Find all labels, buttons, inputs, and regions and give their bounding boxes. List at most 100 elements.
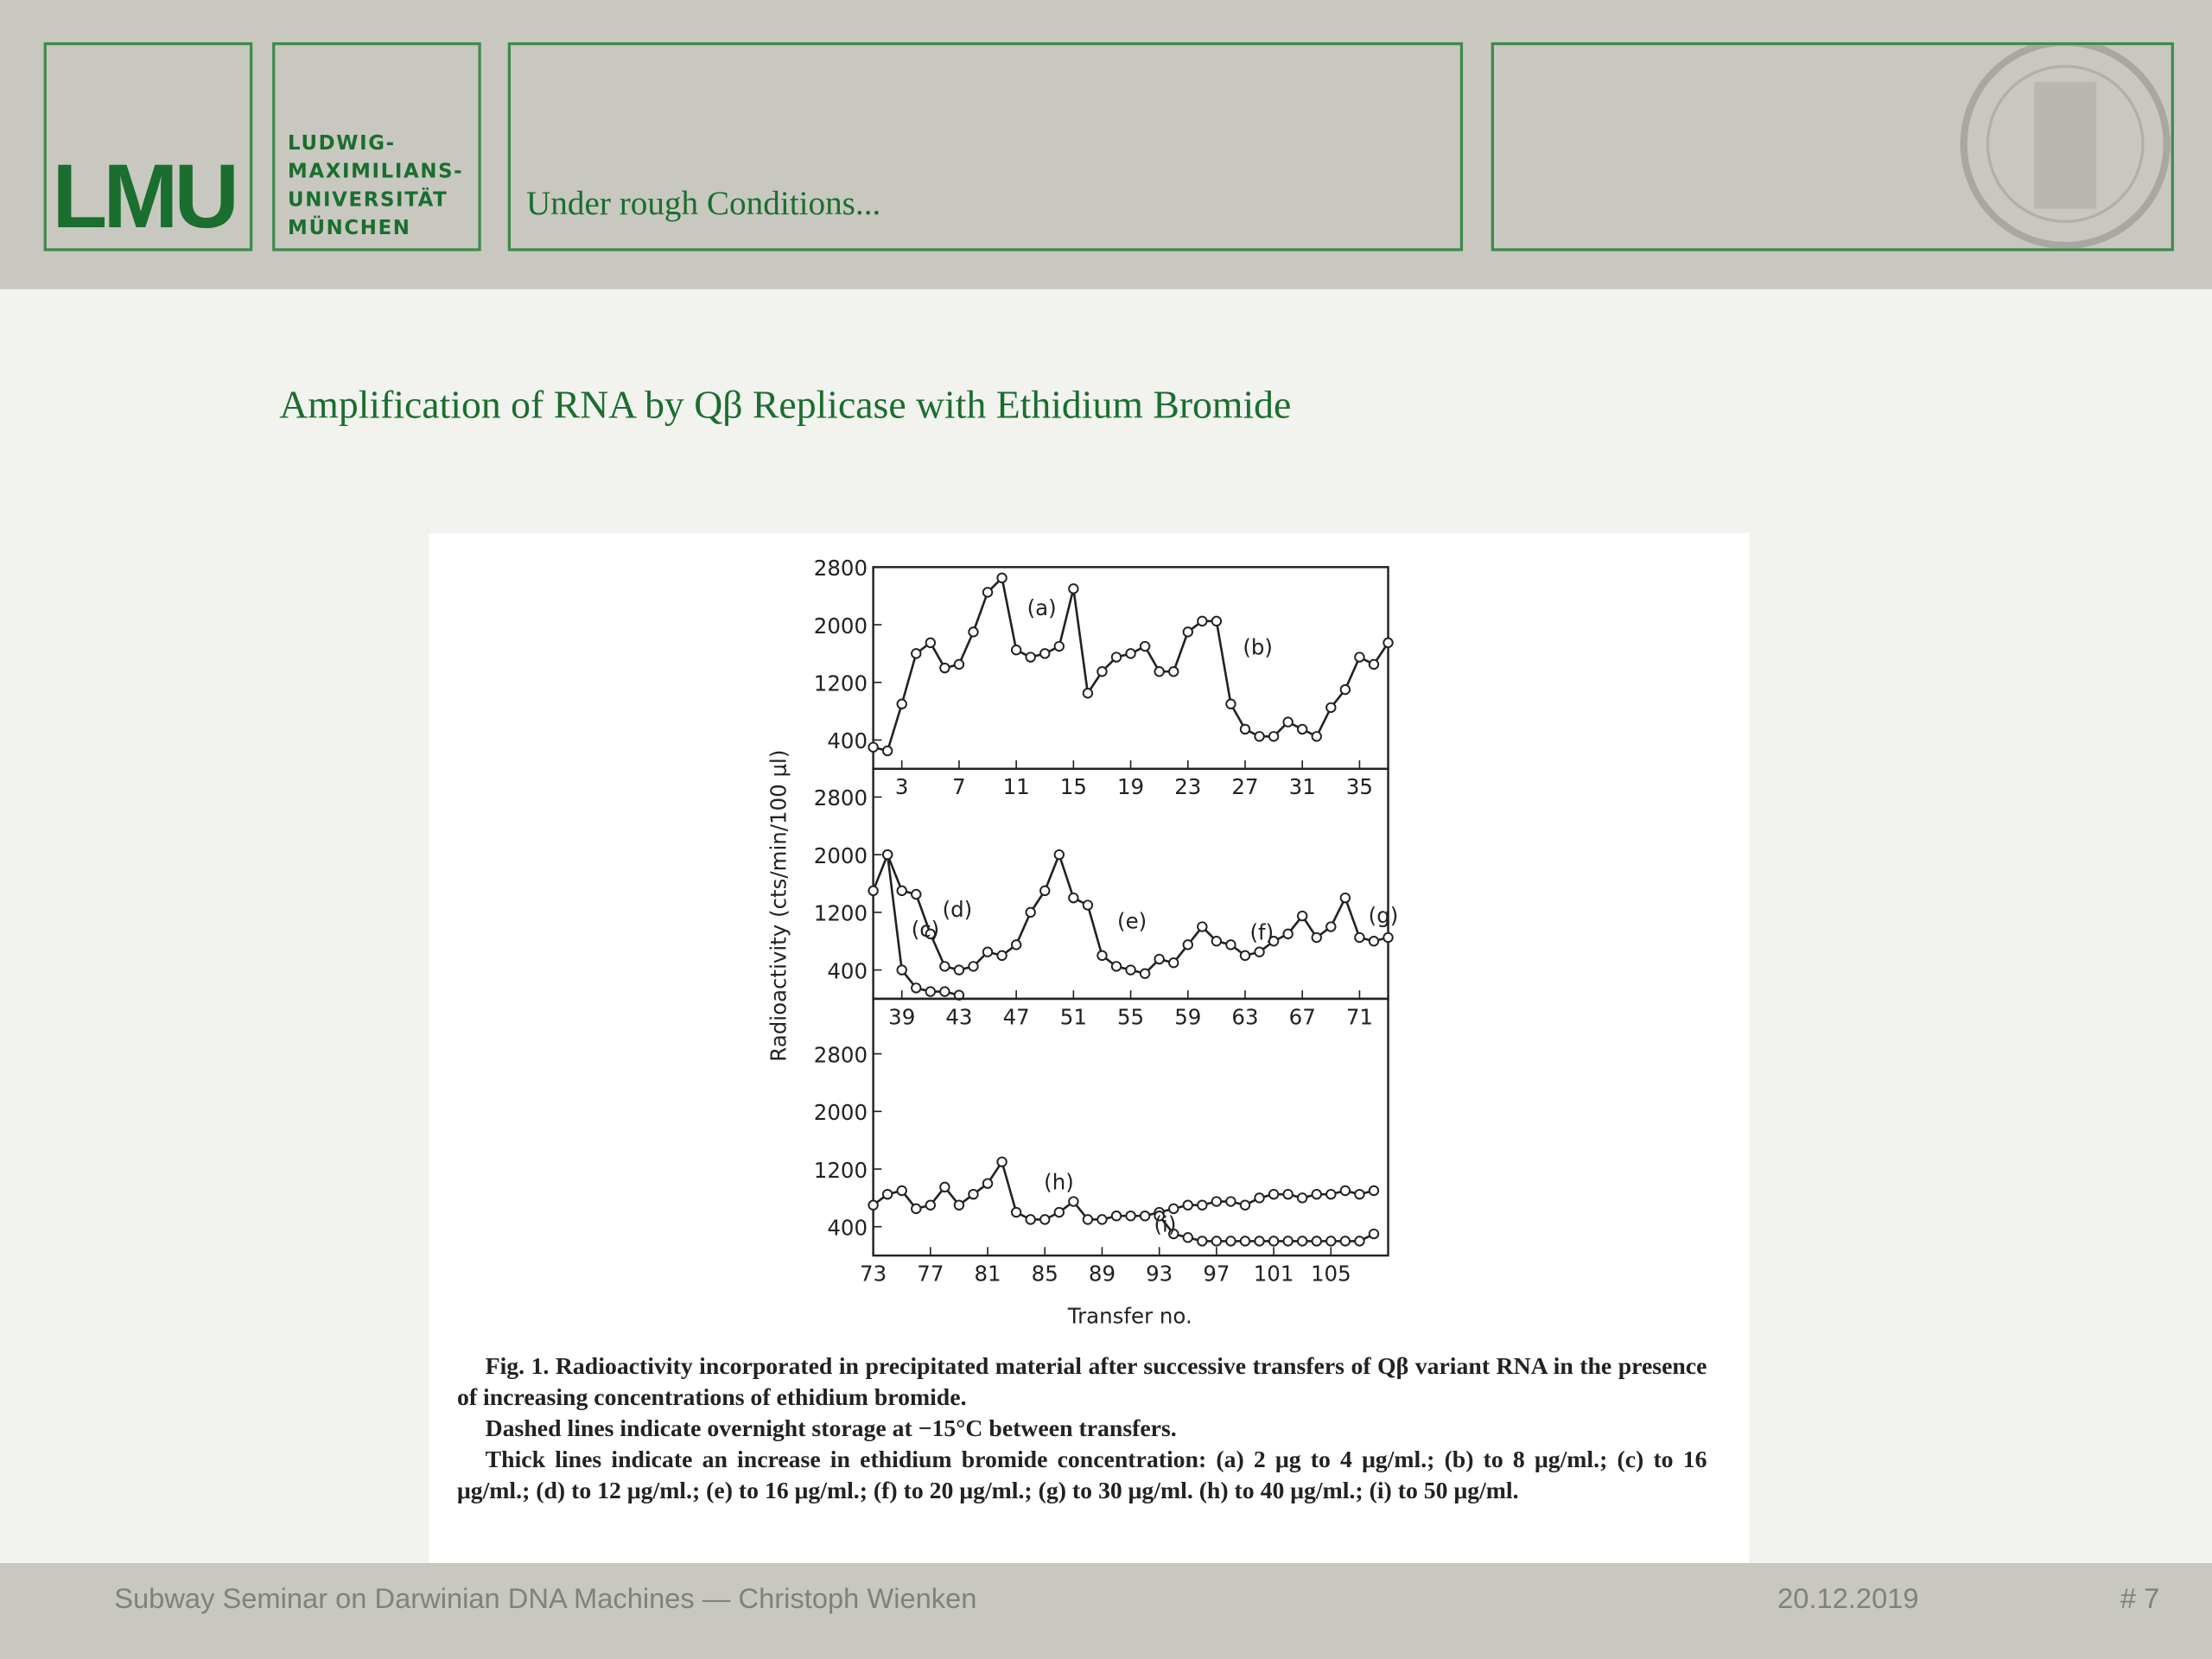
data-point	[1325, 921, 1337, 932]
data-point	[1182, 1232, 1193, 1243]
x-tick-label: 27	[1231, 774, 1258, 799]
data-point	[911, 648, 922, 659]
data-point	[996, 572, 1007, 584]
data-point	[1354, 931, 1365, 944]
x-tick-label: 81	[974, 1261, 1001, 1286]
data-point	[1268, 936, 1280, 947]
x-axis-label: Transfer no.	[1067, 1303, 1192, 1328]
y-tick-label: 2000	[814, 843, 868, 868]
data-point	[1368, 658, 1380, 671]
data-point	[1182, 626, 1193, 638]
y-tick-label: 400	[827, 728, 868, 753]
data-point	[1239, 1236, 1251, 1247]
data-point	[1282, 928, 1294, 940]
annotation: (i)	[1154, 1211, 1177, 1236]
data-point	[1311, 731, 1322, 742]
data-point	[1168, 1203, 1179, 1215]
annotation: (e)	[1117, 908, 1147, 933]
data-point	[1211, 1196, 1223, 1207]
seal	[1960, 45, 2171, 249]
data-point	[1139, 640, 1151, 652]
y-tick-label: 2800	[814, 785, 868, 810]
data-point	[968, 961, 979, 972]
header-title: Under rough Conditions...	[525, 186, 881, 223]
data-point	[868, 1199, 879, 1211]
annotation: (g)	[1369, 903, 1399, 928]
data-point	[1197, 1236, 1208, 1247]
data-point	[953, 658, 965, 671]
data-point	[911, 888, 922, 900]
data-point	[1254, 731, 1265, 742]
x-tick-label: 93	[1146, 1261, 1173, 1286]
x-tick-label: 67	[1289, 1004, 1316, 1029]
data-point	[996, 950, 1007, 962]
data-point	[968, 1188, 979, 1200]
data-point	[1082, 1214, 1094, 1225]
data-point	[1254, 1192, 1265, 1204]
data-point	[881, 1188, 893, 1200]
x-tick-label: 7	[952, 774, 966, 799]
figure	[429, 533, 1750, 1563]
data-point	[1197, 615, 1208, 627]
x-tick-label: 19	[1117, 774, 1144, 799]
data-point	[1282, 716, 1294, 728]
data-point	[1182, 939, 1193, 950]
data-point	[1268, 1188, 1280, 1200]
university-line: MÜNCHEN	[288, 217, 411, 240]
data-point	[1010, 939, 1022, 950]
data-point	[1354, 1188, 1365, 1200]
data-point	[1053, 640, 1065, 652]
data-point	[1225, 698, 1236, 709]
university-name: LUDWIG- MAXIMILIANS- UNIVERSITÄT MÜNCHEN	[288, 130, 463, 243]
data-point	[925, 986, 937, 997]
caption-paragraph: Thick lines indicate an increase in ethi…	[456, 1446, 1707, 1504]
x-tick-label: 31	[1289, 774, 1316, 799]
data-point	[1053, 849, 1065, 861]
annotation: (f)	[1250, 919, 1274, 944]
y-tick-label: 400	[827, 958, 868, 983]
x-tick-label: 35	[1346, 774, 1373, 799]
data-point	[881, 849, 893, 861]
data-point	[1311, 931, 1322, 944]
series-line	[1158, 1215, 1375, 1243]
data-point	[1010, 645, 1022, 656]
data-point	[939, 1181, 950, 1193]
data-point	[1211, 936, 1223, 947]
data-point	[1082, 899, 1094, 911]
x-tick-label: 105	[1311, 1261, 1351, 1286]
data-point	[982, 1178, 994, 1189]
data-point	[1339, 683, 1351, 696]
data-point	[1168, 1228, 1179, 1240]
data-point	[1010, 1206, 1022, 1218]
data-point	[925, 1199, 937, 1211]
data-point	[1110, 652, 1122, 663]
data-point	[1339, 1185, 1351, 1197]
data-point	[968, 626, 979, 638]
title-box: Under rough Conditions...	[507, 41, 1464, 251]
data-point	[868, 741, 879, 753]
data-point	[1154, 953, 1165, 965]
x-tick-label: 43	[945, 1004, 972, 1029]
x-tick-label: 97	[1203, 1261, 1230, 1286]
x-tick-label: 47	[1003, 1004, 1030, 1029]
caption-paragraph: Fig. 1. Radioactivity incorporated in pr…	[456, 1352, 1707, 1411]
x-tick-label: 71	[1346, 1004, 1373, 1029]
data-point	[1354, 652, 1365, 663]
data-point	[1110, 961, 1122, 972]
data-point	[1225, 1236, 1236, 1247]
data-point	[1154, 666, 1165, 677]
annotation: (a)	[1027, 595, 1057, 620]
annotation: (h)	[1044, 1169, 1074, 1194]
data-point	[1282, 1188, 1294, 1200]
data-point	[1025, 1214, 1036, 1225]
data-point	[1168, 957, 1179, 969]
series-line	[873, 575, 1389, 753]
university-line: UNIVERSITÄT	[288, 188, 448, 212]
data-point	[1182, 1199, 1193, 1211]
data-point	[1268, 1236, 1280, 1247]
x-tick-label: 63	[1231, 1004, 1258, 1029]
footer-page: # 7	[2120, 1584, 2160, 1616]
data-point	[1225, 939, 1236, 950]
data-point	[1268, 731, 1280, 742]
